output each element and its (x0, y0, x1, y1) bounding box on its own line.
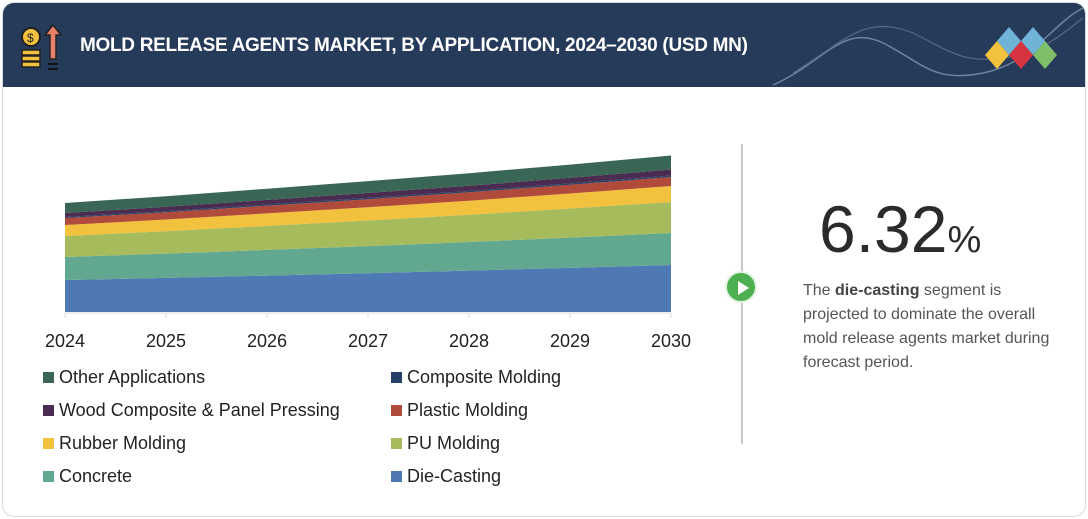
legend-item: Composite Molding (391, 367, 561, 388)
play-circle-icon[interactable] (725, 271, 757, 303)
legend-swatch (391, 438, 402, 449)
legend-item: Die-Casting (391, 466, 501, 487)
area-other-applications (65, 155, 671, 213)
legend-item: Plastic Molding (391, 400, 528, 421)
highlight-text: The die-casting segment is projected to … (803, 279, 1053, 375)
legend-swatch (391, 405, 402, 416)
legend-swatch (43, 438, 54, 449)
legend-label: Rubber Molding (59, 433, 187, 453)
area-concrete (65, 233, 671, 280)
legend-label: PU Molding (407, 433, 501, 453)
text-post: segment is projected to dominate the ove… (803, 282, 1050, 371)
x-tick-label: 2025 (145, 331, 187, 351)
legend-label: Other Applications (59, 367, 206, 387)
area-plastic-molding (65, 177, 671, 225)
cagr-unit: % (947, 219, 982, 261)
legend-item: Concrete (43, 466, 132, 487)
legend-item: Rubber Molding (43, 433, 186, 454)
x-tick-label: 2030 (650, 331, 692, 351)
legend-label: Wood Composite & Panel Pressing (59, 400, 340, 420)
x-tick-label: 2027 (347, 331, 389, 351)
diamond-logo (985, 27, 1057, 69)
header-bar: $ MOLD RELEASE AGENTS MARKET, BY APPLICA… (3, 3, 1085, 87)
cagr-number: 6.32 (819, 192, 948, 266)
x-tick-label: 2024 (44, 331, 86, 351)
legend-swatch (43, 372, 54, 383)
legend-swatch (43, 405, 54, 416)
x-tick-label: 2026 (246, 331, 288, 351)
area-wood-composite-panel-pressing (65, 169, 671, 217)
legend-item: Other Applications (43, 367, 205, 388)
legend-label: Die-Casting (407, 466, 502, 486)
legend-label: Concrete (59, 466, 133, 486)
page-title: MOLD RELEASE AGENTS MARKET, BY APPLICATI… (80, 35, 748, 56)
x-tick-label: 2028 (448, 331, 490, 351)
stacked-area-chart (64, 155, 672, 318)
legend-item: PU Molding (391, 433, 500, 454)
legend-item: Wood Composite & Panel Pressing (43, 400, 340, 421)
text-bold: die-casting (835, 282, 920, 299)
legend-swatch (43, 471, 54, 482)
area-rubber-molding (65, 186, 671, 236)
cagr-value: 6.32% (819, 191, 981, 267)
legend-label: Composite Molding (407, 367, 562, 387)
legend-label: Plastic Molding (407, 400, 529, 420)
area-composite-molding (65, 175, 671, 218)
area-pu-molding (65, 202, 671, 257)
text-pre: The (803, 282, 836, 299)
svg-text:$: $ (27, 31, 34, 45)
legend-swatch (391, 372, 402, 383)
legend-swatch (391, 471, 402, 482)
money-growth-icon: $ (21, 23, 63, 70)
x-tick-label: 2029 (549, 331, 591, 351)
